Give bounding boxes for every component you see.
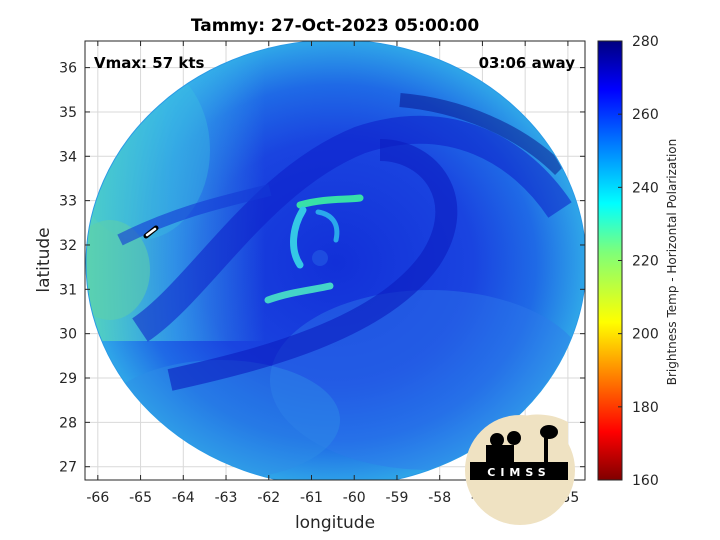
colorbar-tick-label: 260: [632, 107, 659, 123]
colorbar-tick-label: 180: [632, 400, 659, 416]
y-tick-label: 27: [59, 460, 77, 476]
x-axis-label: longitude: [295, 513, 375, 533]
x-tick-label: -63: [215, 490, 238, 506]
y-tick-label: 36: [59, 61, 77, 77]
y-tick-label: 32: [59, 238, 77, 254]
cimss-logo: CIMSS: [465, 414, 575, 525]
x-tick-label: -61: [300, 490, 323, 506]
colorbar-tick-label: 200: [632, 327, 659, 343]
colorbar-tick-label: 220: [632, 254, 659, 270]
time-away-annotation: 03:06 away: [479, 54, 576, 72]
cimss-logo-text: CIMSS: [487, 466, 550, 479]
x-tick-label: -58: [428, 490, 451, 506]
x-tick-label: -64: [172, 490, 195, 506]
y-tick-label: 30: [59, 327, 77, 343]
colorbar-label: Brightness Temp - Horizontal Polarizatio…: [665, 139, 679, 386]
axis-ticks: -66-65-64-63-62-61-60-59-58-57-56-552728…: [59, 41, 585, 506]
y-tick-label: 28: [59, 415, 77, 431]
y-tick-label: 31: [59, 282, 77, 298]
y-tick-label: 35: [59, 105, 77, 121]
colorbar-ticks: 160 180 200 220 240 260 280: [618, 34, 659, 489]
x-tick-label: -65: [129, 490, 152, 506]
x-tick-label: -60: [343, 490, 366, 506]
axes-frame: [84, 40, 586, 481]
colorbar-tick-label: 240: [632, 180, 659, 196]
y-tick-label: 34: [59, 149, 77, 165]
x-tick-label: -66: [86, 490, 109, 506]
chart-title: Tammy: 27-Oct-2023 05:00:00: [191, 16, 479, 36]
x-tick-label: -62: [257, 490, 280, 506]
y-tick-label: 33: [59, 194, 77, 210]
colorbar-tick-label: 160: [632, 473, 659, 489]
y-tick-label: 29: [59, 371, 77, 387]
x-tick-label: -59: [386, 490, 409, 506]
colorbar-tick-label: 280: [632, 34, 659, 50]
vmax-annotation: Vmax: 57 kts: [94, 54, 204, 72]
y-axis-label: latitude: [34, 227, 54, 292]
